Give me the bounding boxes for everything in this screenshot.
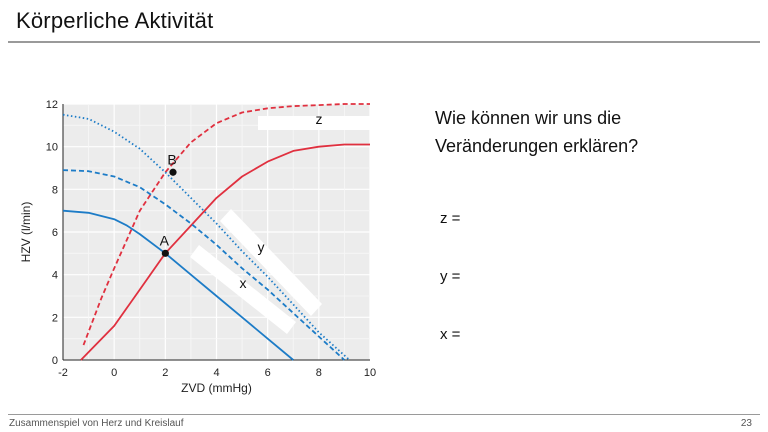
point-label-B: B (167, 151, 176, 167)
y-tick-label: 8 (52, 184, 58, 196)
series-line-1 (80, 143, 370, 361)
cover-box-y (220, 209, 322, 316)
y-tick-label: 12 (46, 99, 58, 111)
y-tick-label: 6 (52, 227, 58, 239)
cover-box-z (258, 116, 370, 130)
chart-cover-boxes (190, 116, 370, 334)
answer-y: y = (440, 268, 461, 285)
point-label-A: A (160, 232, 170, 248)
footer-divider (8, 414, 760, 415)
x-tick-label: -2 (58, 367, 68, 379)
x-tick-label: 6 (265, 367, 271, 379)
y-tick-label: 2 (52, 312, 58, 324)
answer-z: z = (440, 210, 461, 227)
question-line-2: Veränderungen erklären? (435, 136, 639, 156)
cover-box-x (190, 245, 296, 334)
answer-x: x = (440, 326, 461, 343)
page-number: 23 (740, 418, 752, 429)
x-axis-label: ZVD (mmHg) (181, 381, 252, 395)
annotation-z: z (316, 111, 323, 127)
x-tick-label: 2 (162, 367, 168, 379)
point-B (169, 168, 177, 176)
footer-text: Zusammenspiel von Herz und Kreislauf (9, 418, 184, 429)
series-line-4 (62, 169, 346, 361)
x-tick-label: 4 (213, 367, 219, 379)
y-axis-label: HZV (l/min) (19, 202, 33, 263)
y-tick-label: 0 (52, 355, 58, 367)
annotation-x: x (240, 275, 247, 291)
series-line-2 (82, 103, 370, 346)
chart-grid (62, 103, 371, 361)
question-line-1: Wie können wir uns die (435, 108, 622, 128)
question-text: Wie können wir uns die Veränderungen erk… (435, 104, 638, 160)
title-divider (8, 41, 760, 43)
x-tick-label: 8 (316, 367, 322, 379)
x-tick-label: 0 (111, 367, 117, 379)
point-A (161, 249, 169, 257)
y-tick-label: 10 (46, 142, 58, 154)
x-tick-label: 10 (364, 367, 376, 379)
chart-labels: A Bz y x (160, 111, 323, 291)
slide-title: Körperliche Aktivität (16, 8, 214, 33)
annotation-y: y (258, 239, 265, 255)
chart-point-markers (161, 168, 177, 257)
y-tick-label: 4 (52, 270, 58, 282)
